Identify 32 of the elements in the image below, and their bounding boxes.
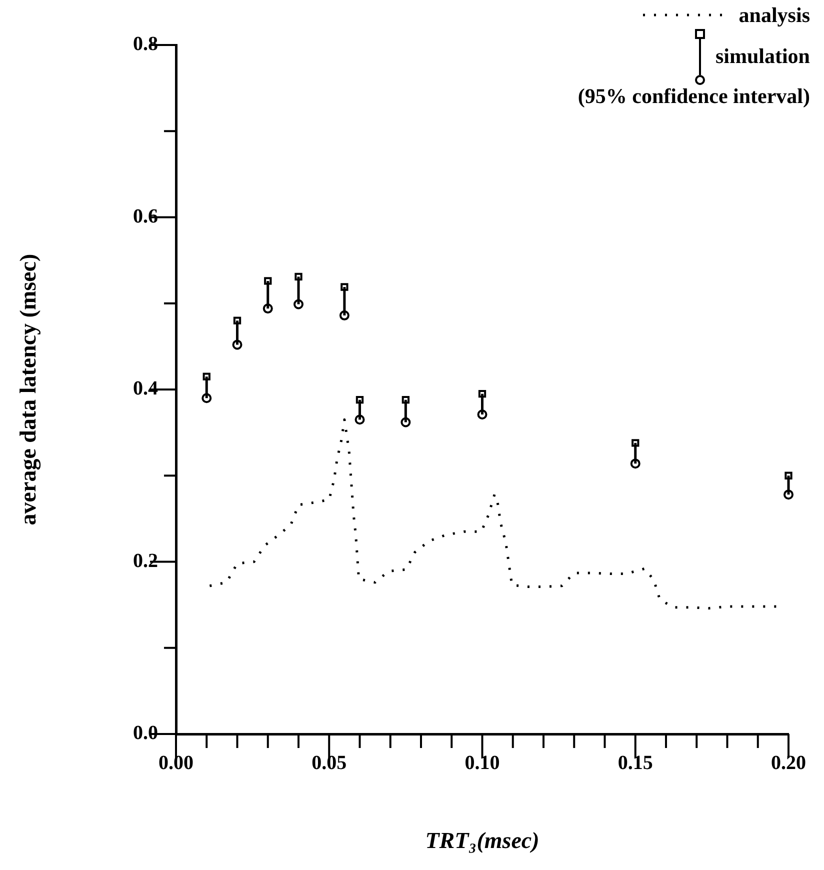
point (402, 396, 410, 404)
point (340, 283, 348, 291)
point (630, 458, 640, 469)
point (294, 299, 304, 310)
point (478, 390, 486, 398)
annotation: (95% confidence interval) (578, 84, 810, 109)
point (356, 396, 364, 404)
point (232, 340, 242, 350)
x-tick-label: 0.15 (618, 752, 653, 774)
point (784, 472, 792, 480)
point (339, 310, 350, 320)
point (233, 316, 242, 324)
point (477, 409, 488, 420)
point (354, 414, 365, 425)
point (202, 372, 210, 380)
x-axis-title: TRT₃(msec) (425, 828, 540, 854)
point (264, 277, 272, 285)
y-tick-label: 0.2 (133, 550, 158, 572)
point (784, 490, 794, 500)
legend-label: simulation (715, 44, 810, 68)
point (294, 272, 302, 281)
x-tick-label: 0.20 (771, 752, 806, 774)
x-tick-label: 0.10 (464, 752, 500, 774)
legend-label: analysis (738, 2, 810, 28)
point (202, 393, 212, 404)
y-tick-label: 0.6 (133, 205, 158, 228)
point (632, 439, 640, 447)
point (262, 304, 273, 314)
point (400, 417, 411, 428)
x-tick-label: 0.05 (312, 752, 347, 774)
x-tick-label: 0.00 (158, 752, 194, 774)
y-axis-title: average data latency (msec) (16, 254, 42, 526)
